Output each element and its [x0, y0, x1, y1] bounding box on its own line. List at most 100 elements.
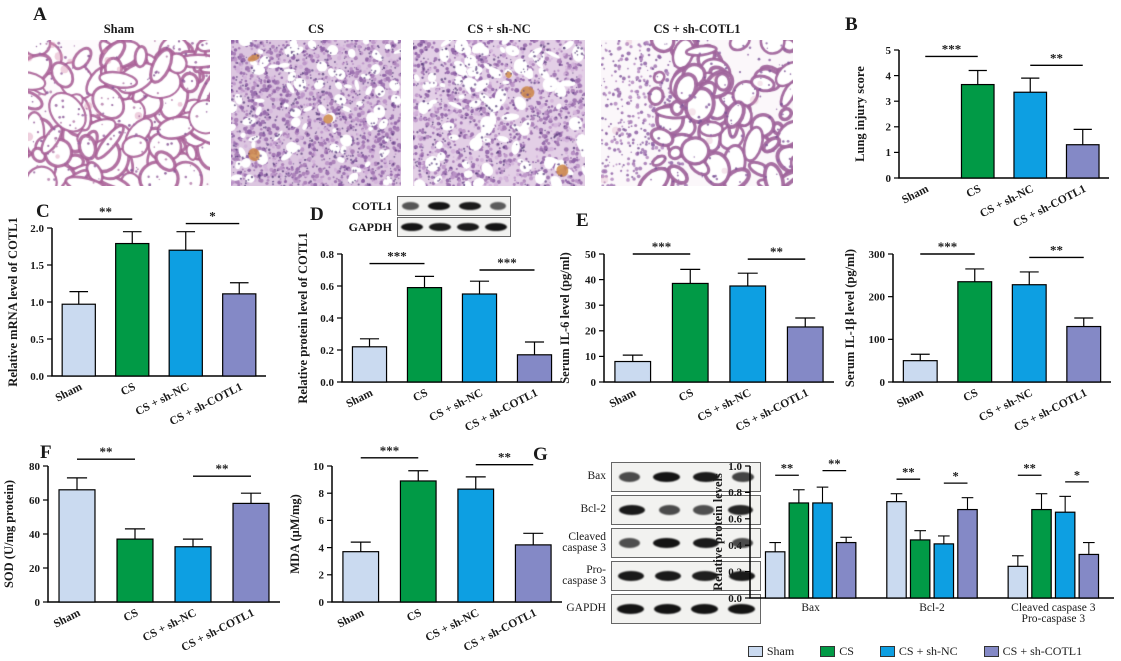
svg-text:CS: CS [411, 387, 430, 404]
panel-c-label: C [36, 201, 50, 222]
legend-swatch [820, 646, 836, 657]
blot-lane-strip [611, 495, 761, 525]
blot-band [429, 223, 451, 231]
svg-text:3: 3 [886, 96, 892, 108]
svg-text:*: * [209, 209, 216, 224]
legend-swatch [747, 646, 763, 657]
blot-band [658, 505, 680, 515]
svg-text:SOD (U/mg protein): SOD (U/mg protein) [2, 480, 16, 588]
panel-d-label: D [310, 204, 324, 225]
histology-image-sham [28, 40, 210, 186]
svg-text:10: 10 [313, 461, 325, 473]
blot-band [402, 202, 420, 210]
svg-text:0: 0 [886, 173, 892, 185]
svg-text:40: 40 [585, 274, 597, 286]
svg-text:Bcl-2: Bcl-2 [919, 602, 945, 614]
svg-text:1.5: 1.5 [30, 260, 44, 272]
svg-text:Bax: Bax [801, 602, 820, 614]
blot-row-label: GAPDH [566, 602, 606, 615]
svg-text:0.0: 0.0 [728, 593, 742, 605]
svg-text:**: ** [99, 204, 112, 219]
svg-text:10: 10 [585, 351, 597, 363]
svg-text:300: 300 [869, 249, 886, 261]
legend-item: CS + sh-COTL1 [983, 644, 1083, 659]
svg-text:**: ** [498, 450, 511, 465]
svg-text:4: 4 [319, 542, 325, 554]
svg-text:Sham: Sham [52, 607, 83, 631]
svg-text:50: 50 [585, 249, 597, 261]
svg-text:Sham: Sham [895, 387, 926, 411]
legend-label: Sham [766, 644, 795, 658]
svg-text:Serum IL-1β level (pg/ml): Serum IL-1β level (pg/ml) [843, 249, 857, 387]
blot-band [485, 223, 507, 231]
svg-text:0: 0 [35, 597, 41, 609]
blot-row: COTL1 [330, 196, 511, 216]
blot-band [618, 505, 645, 515]
blot-lane-strip [611, 528, 761, 558]
svg-text:***: *** [380, 443, 400, 458]
svg-text:Relative protein levels: Relative protein levels [711, 473, 725, 591]
blot-band [692, 472, 719, 482]
svg-text:**: ** [1023, 462, 1036, 476]
svg-text:CS: CS [122, 607, 141, 624]
blot-row: Bax [528, 462, 761, 492]
svg-text:2: 2 [319, 570, 325, 582]
panel-e-label: E [576, 210, 589, 231]
blot-row-label: Bax [587, 470, 606, 483]
svg-text:1: 1 [886, 147, 892, 159]
blot-band [618, 538, 640, 548]
blot-band [652, 538, 680, 548]
blot-band [618, 472, 640, 482]
chart-mrna-level-cotl1: 0.0 0.5 1.0 1.5 2.0 Sham CS CS + sh-NC CS + sh-C… [6, 204, 272, 432]
svg-text:80: 80 [29, 461, 41, 473]
svg-text:0: 0 [591, 377, 597, 389]
svg-text:**: ** [100, 444, 113, 459]
histology-label-cs-sh-nc: CS + sh-NC [467, 22, 531, 36]
blot-band [457, 223, 479, 231]
svg-text:CS: CS [405, 607, 424, 624]
panel-b-label: B [845, 14, 858, 35]
svg-text:CS: CS [962, 387, 981, 404]
svg-text:40: 40 [29, 529, 41, 541]
histology-label-cs-sh-cotl1: CS + sh-COTL1 [653, 22, 741, 36]
blot-row: GAPDH [330, 217, 511, 237]
svg-text:MDA (μM/mg): MDA (μM/mg) [288, 494, 302, 574]
svg-text:*: * [953, 470, 959, 484]
histology-image-cs-sh-nc [413, 40, 585, 186]
blot-band [728, 604, 755, 614]
svg-text:Relative mRNA level of COTL1: Relative mRNA level of COTL1 [6, 217, 20, 386]
svg-text:Relative protein level of COTL: Relative protein level of COTL1 [296, 232, 310, 403]
svg-text:200: 200 [869, 291, 886, 303]
svg-text:0: 0 [319, 597, 325, 609]
svg-text:0.5: 0.5 [30, 334, 44, 346]
svg-text:6: 6 [319, 515, 325, 527]
blot-band [691, 604, 718, 614]
svg-text:***: *** [497, 255, 517, 270]
legend-label: CS [839, 644, 854, 658]
svg-text:0.0: 0.0 [320, 377, 334, 389]
svg-text:**: ** [902, 466, 915, 480]
blot-row: Cleaved caspase 3 [528, 528, 761, 558]
blot-band [652, 472, 680, 482]
blot-band [654, 604, 681, 614]
legend-label: CS + sh-NC [898, 644, 958, 658]
blot-row-label: Bcl-2 [580, 503, 606, 516]
svg-text:0.0: 0.0 [30, 371, 44, 383]
legend-label: CS + sh-COTL1 [1002, 644, 1083, 658]
svg-text:0: 0 [880, 377, 886, 389]
svg-text:1.0: 1.0 [728, 461, 742, 473]
svg-text:0.4: 0.4 [728, 540, 742, 552]
blot-lane-strip [611, 462, 761, 492]
svg-text:60: 60 [29, 495, 41, 507]
blot-lane-strip [397, 196, 511, 216]
blot-band [401, 223, 423, 231]
svg-text:100: 100 [869, 334, 886, 346]
svg-text:**: ** [770, 244, 783, 259]
svg-text:**: ** [1050, 50, 1063, 65]
svg-text:2.0: 2.0 [30, 223, 44, 235]
blot-row: Bcl-2 [528, 495, 761, 525]
blot-lane-strip [397, 217, 511, 237]
blot-band [728, 505, 754, 515]
blot-row: Pro- caspase 3 [528, 561, 761, 591]
